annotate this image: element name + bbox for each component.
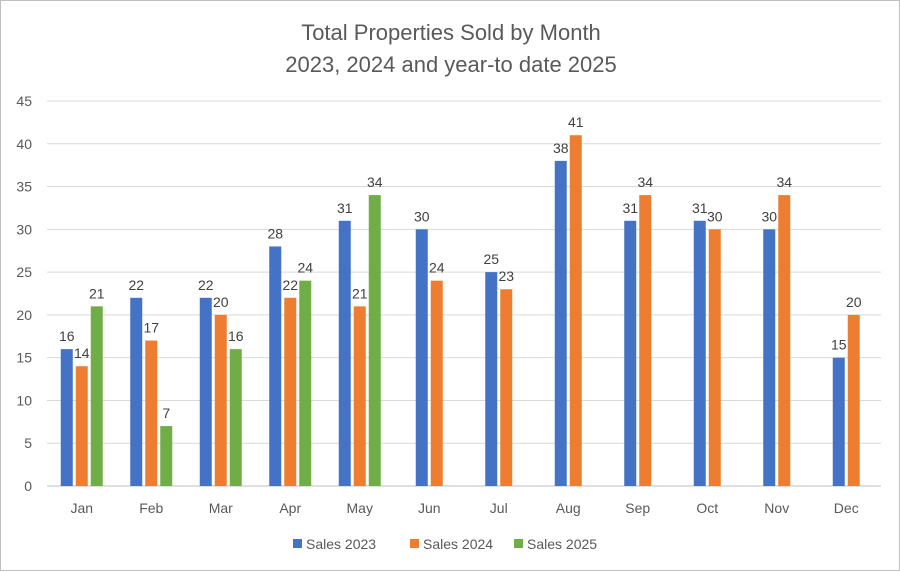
y-tick-label: 0 xyxy=(24,478,32,494)
bar xyxy=(353,306,366,486)
legend-swatch xyxy=(293,539,302,548)
data-label: 41 xyxy=(568,114,584,130)
x-tick-label: Dec xyxy=(834,500,859,516)
x-tick-label: Jun xyxy=(418,500,441,516)
bar xyxy=(763,229,776,487)
bar xyxy=(639,195,652,486)
x-tick-label: Mar xyxy=(209,500,233,516)
y-tick-label: 20 xyxy=(16,307,32,323)
bar xyxy=(130,297,143,486)
y-tick-label: 40 xyxy=(16,136,32,152)
bar xyxy=(269,246,282,486)
chart-title: Total Properties Sold by Month xyxy=(301,20,601,45)
bar xyxy=(485,272,498,486)
x-tick-label: Nov xyxy=(764,500,789,516)
bar xyxy=(693,220,706,486)
bar xyxy=(832,357,845,486)
data-label: 31 xyxy=(692,200,708,216)
legend-label: Sales 2024 xyxy=(423,536,493,552)
bar xyxy=(500,289,513,486)
data-label: 20 xyxy=(846,294,862,310)
data-label: 34 xyxy=(776,174,792,190)
bar xyxy=(214,314,227,486)
data-label: 28 xyxy=(267,225,283,241)
x-tick-label: May xyxy=(347,500,373,516)
x-axis-ticks: Jan Feb Mar Apr May Jun Jul Aug Sep Oct Nov Dec xyxy=(70,500,858,516)
x-tick-label: Sep xyxy=(625,500,650,516)
data-label: 7 xyxy=(162,405,170,421)
data-label: 30 xyxy=(761,208,777,224)
data-label: 23 xyxy=(498,268,514,284)
bar xyxy=(847,314,860,486)
legend: Sales 2023 Sales 2024 Sales 2025 xyxy=(293,536,597,552)
data-label: 14 xyxy=(74,345,90,361)
bar xyxy=(338,220,351,486)
data-label: 34 xyxy=(367,174,383,190)
y-axis-ticks: 0 5 10 15 20 25 30 35 40 45 xyxy=(16,93,32,494)
bar xyxy=(415,229,428,487)
data-label: 22 xyxy=(128,277,144,293)
data-label: 25 xyxy=(483,251,499,267)
chart-subtitle: 2023, 2024 and year-to date 2025 xyxy=(285,52,617,77)
x-tick-label: Jan xyxy=(70,500,93,516)
data-label: 22 xyxy=(198,277,214,293)
legend-label: Sales 2023 xyxy=(306,536,376,552)
data-label: 16 xyxy=(59,328,75,344)
x-tick-label: Feb xyxy=(139,500,163,516)
data-label: 30 xyxy=(414,208,430,224)
data-label: 15 xyxy=(831,337,847,353)
legend-label: Sales 2025 xyxy=(527,536,597,552)
legend-swatch xyxy=(410,539,419,548)
bar xyxy=(229,349,242,486)
bar xyxy=(624,220,637,486)
bar xyxy=(199,297,212,486)
data-label: 22 xyxy=(282,277,298,293)
data-label: 17 xyxy=(143,320,159,336)
bar xyxy=(75,366,88,486)
data-label: 34 xyxy=(637,174,653,190)
bar xyxy=(299,280,312,486)
data-label: 31 xyxy=(622,200,638,216)
bar xyxy=(160,426,173,486)
data-label: 31 xyxy=(337,200,353,216)
bar xyxy=(569,135,582,486)
data-label: 21 xyxy=(352,285,368,301)
data-label: 21 xyxy=(89,285,105,301)
bar xyxy=(708,229,721,487)
y-tick-label: 5 xyxy=(24,435,32,451)
y-tick-label: 35 xyxy=(16,179,32,195)
bar xyxy=(60,349,73,486)
bars xyxy=(60,135,860,487)
legend-swatch xyxy=(514,539,523,548)
data-label: 38 xyxy=(553,140,569,156)
y-tick-label: 25 xyxy=(16,264,32,280)
y-tick-label: 30 xyxy=(16,221,32,237)
gridlines xyxy=(47,100,881,487)
y-tick-label: 45 xyxy=(16,93,32,109)
data-label: 24 xyxy=(297,260,313,276)
x-tick-label: Aug xyxy=(556,500,581,516)
x-tick-label: Oct xyxy=(696,500,718,516)
data-label: 16 xyxy=(228,328,244,344)
data-labels: 1614212217722201628222431213430242523384… xyxy=(59,114,862,421)
data-label: 24 xyxy=(429,260,445,276)
bar xyxy=(90,306,103,486)
x-tick-label: Apr xyxy=(279,500,301,516)
y-tick-label: 10 xyxy=(16,392,32,408)
y-tick-label: 15 xyxy=(16,350,32,366)
data-label: 30 xyxy=(707,208,723,224)
bar xyxy=(554,160,567,486)
data-label: 20 xyxy=(213,294,229,310)
bar xyxy=(430,280,443,486)
bar xyxy=(145,340,158,486)
bar xyxy=(284,297,297,486)
bar xyxy=(368,195,381,486)
x-tick-label: Jul xyxy=(490,500,508,516)
bar xyxy=(778,195,791,486)
